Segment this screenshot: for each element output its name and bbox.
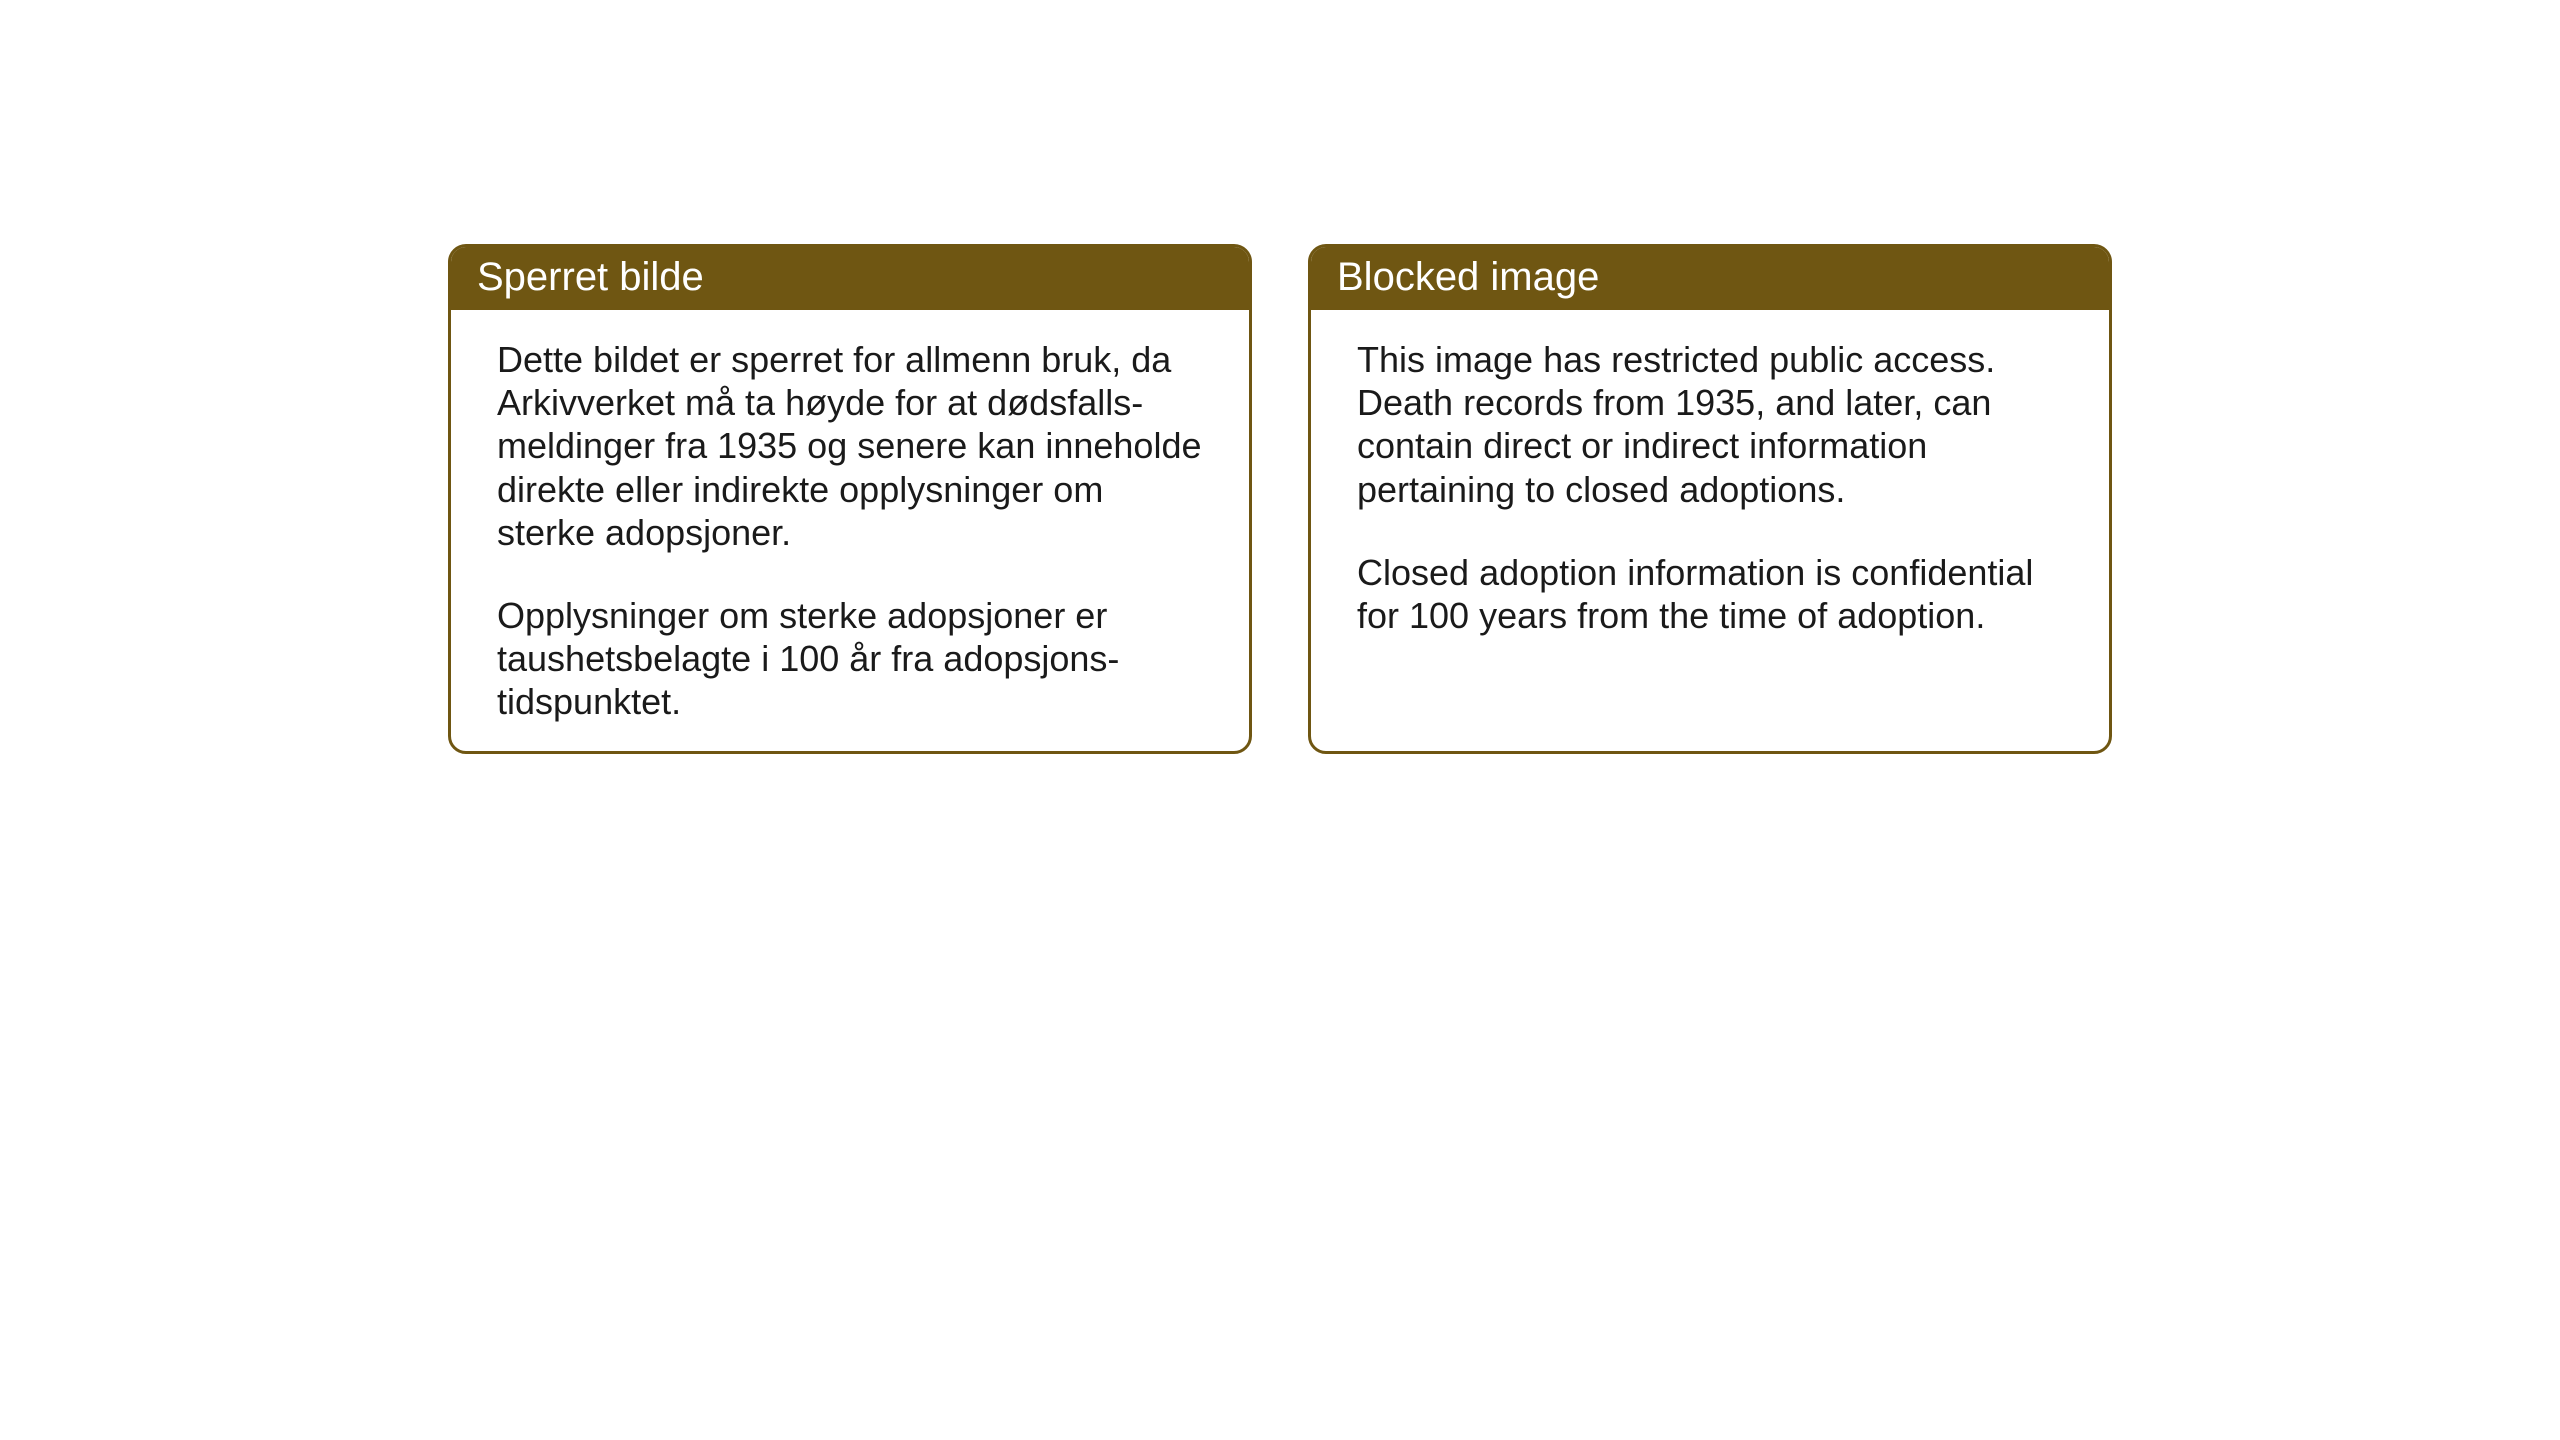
notice-title-english: Blocked image <box>1337 255 1599 299</box>
notice-paragraph-1-norwegian: Dette bildet er sperret for allmenn bruk… <box>497 338 1209 554</box>
notice-paragraph-1-english: This image has restricted public access.… <box>1357 338 2069 511</box>
notice-header-english: Blocked image <box>1311 247 2109 310</box>
notice-paragraph-2-english: Closed adoption information is confident… <box>1357 551 2069 637</box>
notice-card-english: Blocked image This image has restricted … <box>1308 244 2112 754</box>
notice-card-norwegian: Sperret bilde Dette bildet er sperret fo… <box>448 244 1252 754</box>
notice-container: Sperret bilde Dette bildet er sperret fo… <box>448 244 2112 754</box>
notice-body-norwegian: Dette bildet er sperret for allmenn bruk… <box>451 310 1249 752</box>
notice-body-english: This image has restricted public access.… <box>1311 310 2109 665</box>
notice-title-norwegian: Sperret bilde <box>477 255 704 299</box>
notice-paragraph-2-norwegian: Opplysninger om sterke adopsjoner er tau… <box>497 594 1209 724</box>
notice-header-norwegian: Sperret bilde <box>451 247 1249 310</box>
